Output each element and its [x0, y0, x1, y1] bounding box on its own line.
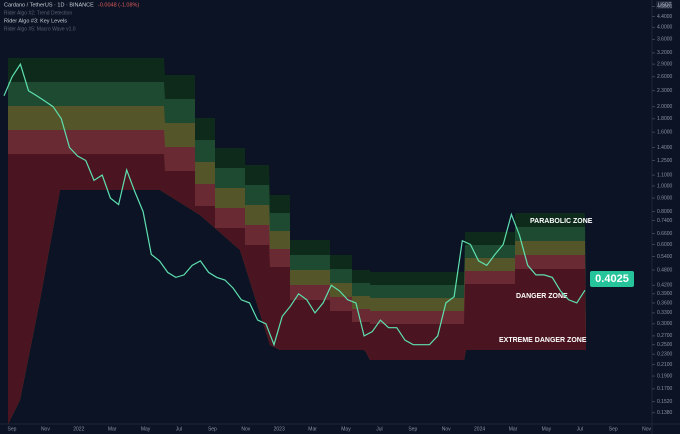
y-tick-label: 3.6000: [657, 37, 673, 43]
annotation: PARABOLIC ZONE: [530, 218, 593, 225]
x-tick-label: Jul: [577, 426, 583, 432]
y-tick-label: 0.1700: [657, 386, 673, 392]
y-tick-label: 0.3900: [657, 291, 673, 297]
y-tick-label: 4.8000: [657, 4, 673, 10]
y-tick-label: 4.0000: [657, 25, 673, 31]
x-tick-label: Sep: [8, 426, 17, 432]
y-tick-label: 2.9000: [657, 61, 673, 67]
change: -0.0048 (-1.08%): [98, 2, 139, 8]
x-tick-label: 2022: [73, 426, 84, 432]
y-tick-label: 0.2300: [657, 352, 673, 358]
x-tick-label: 2023: [274, 426, 285, 432]
y-tick-label: 1.8000: [657, 116, 673, 122]
y-tick-label: 0.2500: [657, 342, 673, 348]
y-tick-label: 0.9000: [657, 195, 673, 201]
symbol: Cardano / TetherUS · 1D · BINANCE: [4, 2, 94, 8]
y-tick-label: 0.1520: [657, 399, 673, 405]
y-tick-label: 4.4000: [657, 14, 673, 20]
y-tick-label: 2.6000: [657, 74, 673, 80]
y-tick-label: 1.0000: [657, 183, 673, 189]
y-tick-label: 0.2100: [657, 362, 673, 368]
y-tick-label: 0.5400: [657, 254, 673, 260]
y-tick-label: 0.4800: [657, 267, 673, 273]
y-tick-label: 2.3000: [657, 88, 673, 94]
indicator: Rider Algo #5: Macro Wave v1.0: [4, 26, 76, 32]
x-tick-label: Sep: [408, 426, 417, 432]
price-tag-box: [590, 271, 634, 287]
annotation: EXTREME DANGER ZONE: [499, 337, 587, 344]
price-tag: 0.4025: [595, 273, 629, 285]
y-tick-label: 0.1380: [657, 410, 673, 416]
y-tick-label: 0.1900: [657, 373, 673, 379]
x-tick-label: Nov: [41, 426, 50, 432]
y-tick-label: 1.2500: [657, 158, 673, 164]
y-tick-label: 0.3000: [657, 321, 673, 327]
y-tick-label: 0.3600: [657, 300, 673, 306]
x-tick-label: Jul: [376, 426, 382, 432]
currency-box[interactable]: [656, 1, 672, 9]
x-tick-label: 2024: [474, 426, 485, 432]
y-tick-label: 0.6600: [657, 231, 673, 237]
zone-band: [8, 154, 586, 424]
x-tick-label: Mar: [308, 426, 317, 432]
zone-bands: [8, 58, 586, 424]
x-tick-label: Nov: [442, 426, 451, 432]
y-tick-label: 0.8000: [657, 209, 673, 215]
x-tick-label: Mar: [509, 426, 518, 432]
y-tick-label: 0.4200: [657, 283, 673, 289]
x-tick-label: Sep: [208, 426, 217, 432]
y-tick-label: 1.6000: [657, 130, 673, 136]
y-tick-label: 2.0000: [657, 104, 673, 110]
price-line: [3, 62, 586, 347]
y-tick-label: 0.7400: [657, 218, 673, 224]
x-tick-label: Sep: [609, 426, 618, 432]
currency[interactable]: USDT: [658, 2, 672, 8]
y-tick-label: 0.3300: [657, 310, 673, 316]
x-tick-label: Jul: [176, 426, 182, 432]
y-tick-label: 0.2700: [657, 333, 673, 339]
x-tick-label: Nov: [642, 426, 651, 432]
y-tick-label: 3.2000: [657, 50, 673, 56]
x-tick-label: May: [141, 426, 151, 432]
y-tick-label: 0.6000: [657, 242, 673, 248]
y-tick-label: 1.1000: [657, 172, 673, 178]
indicator: Rider Algo #2: Trend Detection: [4, 10, 72, 16]
annotation: DANGER ZONE: [516, 293, 568, 300]
indicator: Rider Algo #3: Key Levels: [4, 18, 67, 24]
x-tick-label: Mar: [108, 426, 117, 432]
y-tick-label: 1.4000: [657, 145, 673, 151]
x-tick-label: May: [542, 426, 552, 432]
x-tick-label: Nov: [241, 426, 250, 432]
x-tick-label: May: [341, 426, 351, 432]
